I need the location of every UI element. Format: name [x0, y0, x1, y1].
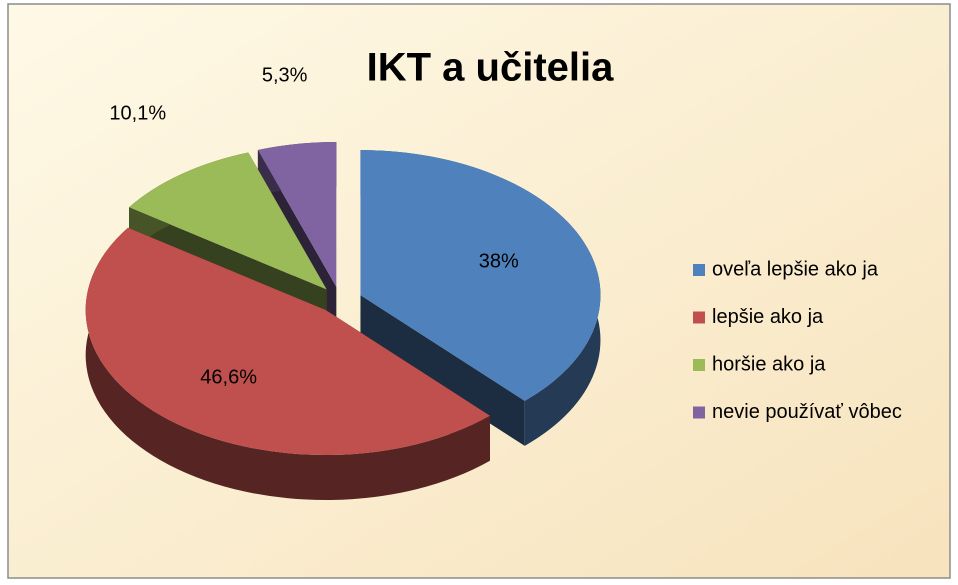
data-label: 5,3% — [262, 64, 308, 86]
slice-cut-side — [360, 295, 525, 446]
legend-swatch — [693, 311, 705, 324]
slice — [257, 141, 337, 287]
slice — [360, 150, 601, 401]
slice — [85, 227, 490, 456]
legend-swatch — [693, 406, 705, 419]
chart-title: IKT a učitelia — [367, 46, 614, 90]
data-label: 38% — [479, 250, 519, 272]
slice-outer-side — [85, 227, 490, 501]
data-label: 46,6% — [200, 366, 257, 388]
legend-label: lepšie ako ja — [712, 306, 824, 328]
legend-label: oveľa lepšie ako ja — [712, 258, 879, 280]
legend-label: nevie používať vôbec — [712, 401, 902, 423]
legend-label: horšie ako ja — [712, 353, 826, 375]
data-label: 10,1% — [109, 103, 166, 125]
legend-swatch — [693, 264, 705, 276]
slice — [129, 152, 327, 290]
legend-swatch — [693, 359, 705, 371]
